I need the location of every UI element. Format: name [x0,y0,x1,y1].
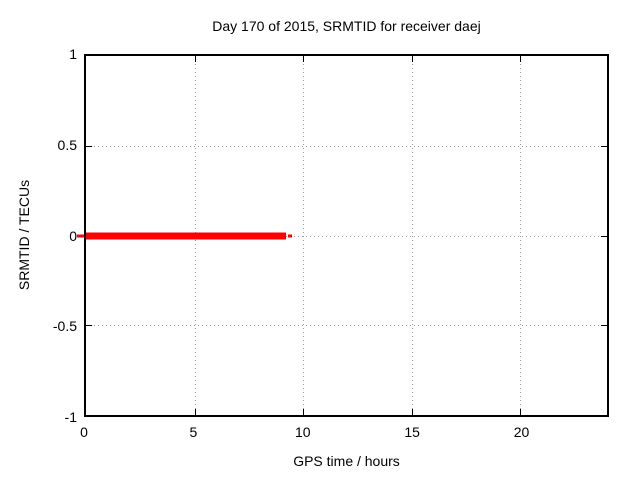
x-tick-labels: 0 5 10 15 20 [80,424,609,440]
x-tick-top [303,56,305,62]
y-tick-right [601,325,607,327]
y-gridline [86,145,607,147]
x-tick-top [411,56,413,62]
plot-area [77,54,609,417]
y-tick-label: -1 [64,409,77,425]
x-tick-top [194,56,196,62]
x-tick-label: 5 [189,424,198,440]
x-tick-label: 15 [404,424,420,440]
y-tick-right [601,235,607,237]
y-tick-label: 0 [69,227,77,244]
x-tick-label: 20 [513,424,530,440]
x-tick-bottom [303,409,305,415]
x-tick-bottom [411,409,413,415]
y-tick-label: -0.5 [52,318,77,335]
series-line-tail [288,234,293,237]
y-gridline [86,325,607,327]
y-tick-labels: -1 -0.5 0 0.5 1 [0,46,77,425]
chart-title: Day 170 of 2015, SRMTID for receiver dae… [212,18,481,34]
x-tick-bottom [194,409,196,415]
y-tick-label: 1 [69,46,77,62]
y-tick-left [86,145,92,147]
y-tick-right [601,145,607,147]
y-tick-left [86,325,92,327]
y-tick-label: 0.5 [57,136,77,153]
x-tick-label: 0 [80,424,88,440]
series-line [86,232,286,239]
x-tick-label: 10 [294,424,311,440]
x-tick-top [520,56,522,62]
y-gridline [86,235,607,237]
series-axis-dash [77,234,84,237]
x-axis-label: GPS time / hours [293,453,400,469]
x-tick-bottom [520,409,522,415]
